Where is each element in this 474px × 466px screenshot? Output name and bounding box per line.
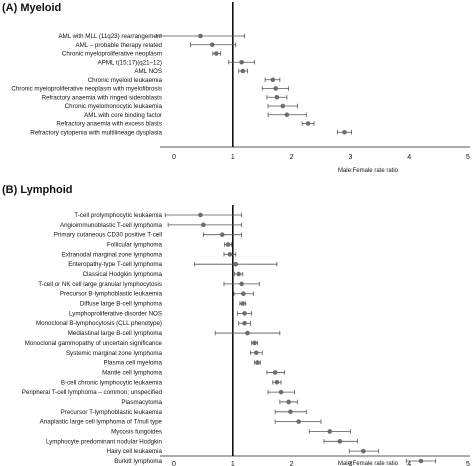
category-label: Diffuse large B-cell lymphoma xyxy=(80,301,163,308)
point-estimate xyxy=(198,33,203,39)
category-label: Refractory cytopenia with multilineage d… xyxy=(30,129,162,136)
category-label: Extranodal marginal zone lymphoma xyxy=(62,251,163,258)
panel-title: (B) Lymphoid xyxy=(2,184,72,196)
x-tick-label: 0 xyxy=(172,154,176,161)
category-label: AML NOS xyxy=(134,68,162,75)
point-estimate xyxy=(361,448,366,454)
point-estimate xyxy=(274,94,280,100)
category-label: T-cell or NK cell large granular lymphoc… xyxy=(38,281,162,288)
category-label: Enteropathy-type T-cell lymphoma xyxy=(68,261,162,268)
point-estimate xyxy=(209,42,215,48)
category-label: Chronic myelomonocytic leukaemia xyxy=(65,103,163,110)
category-label: Plasmacytoma xyxy=(121,399,162,406)
category-label: Primary cutaneous CD30 positive T-cell xyxy=(54,232,162,239)
x-tick-label: 0 xyxy=(172,461,176,466)
x-tick-label: 5 xyxy=(466,154,470,161)
category-label: Hairy cell leukaemia xyxy=(107,448,163,455)
point-estimate xyxy=(242,311,247,316)
point-estimate xyxy=(252,340,257,346)
category-label: Mantle cell lymphoma xyxy=(102,369,162,376)
point-estimate xyxy=(270,77,276,83)
category-label: Refractory anaemia with excess blasts xyxy=(56,121,162,128)
point-estimate xyxy=(241,291,246,297)
point-estimate xyxy=(214,51,219,56)
x-tick-label: 4 xyxy=(407,461,411,466)
category-label: Mediastinal large B-cell lymphoma xyxy=(68,330,163,337)
category-label: Monoclonal gammopathy of uncertain signi… xyxy=(25,340,163,347)
point-estimate xyxy=(233,261,239,267)
point-estimate xyxy=(418,458,424,464)
point-estimate xyxy=(254,350,259,356)
x-axis-label: Male:Female rate ratio xyxy=(338,168,399,174)
x-axis-label: Male:Female rate ratio xyxy=(338,461,399,466)
category-label: Chronic myeloproliferative neoplasm with… xyxy=(11,86,162,93)
x-tick-label: 3 xyxy=(348,154,352,161)
category-label: Mycosis fungoides xyxy=(111,428,162,435)
point-estimate xyxy=(198,212,203,218)
category-label: T-cell prolymphocytic leukaemia xyxy=(74,212,162,219)
category-label: Follicular lymphoma xyxy=(107,242,163,249)
panel-title: (A) Myeloid xyxy=(2,2,61,14)
panel-lymphoid: (B) Lymphoid 0 1 2 3 4 5 Male:Female rate ratio… xyxy=(2,184,470,466)
panel-myeloid: (A) Myeloid 0 1 2 3 4 5 Male:Female rate ratio A… xyxy=(2,2,470,174)
point-estimate xyxy=(272,370,278,375)
category-label: Classical Hodgkin lymphoma xyxy=(83,271,163,278)
category-label: Precursor T-lymphoblastic leukaemia xyxy=(61,409,163,416)
x-tick-label: 1 xyxy=(231,154,235,161)
category-label: Peripheral T-cell lymphoma – common; uns… xyxy=(22,389,163,396)
category-label: Anaplastic large cell lymphoma of T/null… xyxy=(40,419,163,426)
point-estimate xyxy=(274,379,280,385)
category-label: Precursor B-lymphoblastic leukaemia xyxy=(60,291,163,298)
category-label: B-cell chronic lymphocytic leukaemia xyxy=(61,379,163,386)
x-tick-label: 2 xyxy=(290,461,294,466)
category-label: Monoclonal B-lymphocytosis (CLL phenotyp… xyxy=(36,320,162,327)
x-tick-label: 5 xyxy=(466,461,470,466)
category-label: Systemic marginal zone lymphoma xyxy=(66,350,163,357)
point-estimate xyxy=(219,232,225,237)
category-label: Refractory anaemia with ringed siderobla… xyxy=(42,94,162,101)
point-estimate xyxy=(245,330,250,336)
category-label: Lymphoproliferative disorder NOS xyxy=(69,310,162,317)
x-tick-label: 2 xyxy=(290,154,294,161)
category-label: Burkitt lymphoma xyxy=(114,458,162,465)
point-estimate xyxy=(305,121,311,126)
point-estimate xyxy=(239,59,244,65)
point-estimate xyxy=(240,68,246,74)
category-label: Chronic myeloid leukaemia xyxy=(88,77,163,84)
category-label: AML – probable therapy related xyxy=(76,42,163,49)
point-estimate xyxy=(255,360,260,365)
point-estimate xyxy=(239,281,244,287)
category-label: AML with core binding factor xyxy=(84,112,162,119)
point-estimate xyxy=(337,439,343,444)
point-estimate xyxy=(225,242,231,247)
point-estimate xyxy=(278,389,284,395)
x-tick-label: 4 xyxy=(407,154,411,161)
point-estimate xyxy=(236,271,241,277)
point-estimate xyxy=(227,252,233,257)
point-estimate xyxy=(327,429,333,434)
category-label: Plasma cell myeloma xyxy=(104,360,163,367)
point-estimate xyxy=(240,301,246,306)
point-estimate xyxy=(286,399,291,405)
point-estimate xyxy=(284,112,290,118)
category-label: Chronic myeloproliferative neoplasm xyxy=(62,51,162,58)
x-tick-label: 3 xyxy=(348,461,352,466)
point-estimate xyxy=(201,222,206,228)
point-estimate xyxy=(288,409,293,415)
point-estimate xyxy=(280,103,286,109)
point-estimate xyxy=(342,129,347,135)
point-estimate xyxy=(242,320,247,326)
category-label: AML with MLL (11q23) rearrangement xyxy=(58,33,162,40)
category-label: Lymphocyte predominant nodular Hodgkin xyxy=(46,438,163,445)
point-estimate xyxy=(296,419,301,424)
category-label: APML t(15;17)(q21–12) xyxy=(98,59,162,66)
category-label: Angioimmunoblastic T-cell lymphoma xyxy=(60,222,163,229)
point-estimate xyxy=(273,86,279,91)
x-tick-label: 1 xyxy=(231,461,235,466)
